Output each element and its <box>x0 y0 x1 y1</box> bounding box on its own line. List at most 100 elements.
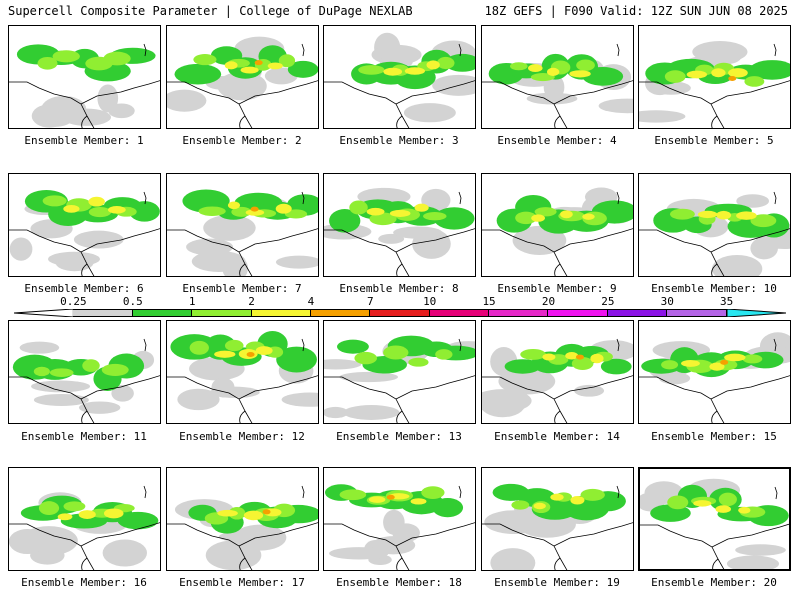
ensemble-member-map[interactable] <box>166 173 319 277</box>
scp-contour-yellow <box>736 211 757 220</box>
scp-contour-light <box>526 92 578 105</box>
ensemble-member-label: Ensemble Member: 2 <box>182 134 302 147</box>
scp-contour-light <box>735 544 786 556</box>
scp-contour-yellow <box>243 510 264 521</box>
scp-contour-lightgreen <box>421 486 445 499</box>
state-boundary-lines <box>639 228 790 276</box>
scp-contour-light <box>371 536 416 555</box>
scp-contour-lightgreen <box>42 195 67 207</box>
ensemble-member-map[interactable] <box>481 173 634 277</box>
ensemble-member-map[interactable] <box>323 320 476 424</box>
scp-contour-green <box>444 53 475 72</box>
scp-contour-yellow <box>724 353 746 362</box>
ensemble-member-map[interactable] <box>8 467 161 571</box>
scp-contour-yellow <box>546 67 560 76</box>
scp-contour-lightgreen <box>38 501 60 515</box>
scp-contour-lightgreen <box>354 351 377 365</box>
scp-contour-light <box>482 389 532 413</box>
scp-contour-light <box>658 372 691 385</box>
state-boundary-lines <box>324 522 475 570</box>
scp-contour-orange <box>262 509 271 515</box>
ensemble-member-map[interactable] <box>166 320 319 424</box>
coastline <box>711 410 718 423</box>
scp-contour-yellow <box>88 196 105 207</box>
state-boundary-lines <box>167 522 318 570</box>
ensemble-member-map[interactable] <box>323 467 476 571</box>
ensemble-member-map[interactable] <box>638 25 791 129</box>
lake-outline <box>774 486 778 500</box>
scp-contour-lightgreen <box>423 212 447 221</box>
lake-outline <box>616 191 620 205</box>
scp-contour-lightgreen <box>49 368 74 377</box>
colorbar-segment <box>429 309 490 317</box>
colorbar-tick-label: 7 <box>366 295 374 308</box>
scp-contour-yellow <box>569 70 591 78</box>
ensemble-member-map[interactable] <box>638 320 791 424</box>
ensemble-member-label: Ensemble Member: 9 <box>497 282 617 295</box>
ensemble-member-label: Ensemble Member: 17 <box>179 576 305 589</box>
state-boundary-lines <box>9 522 160 570</box>
scp-contour-light <box>218 531 258 542</box>
scp-contour-yellow <box>711 68 726 78</box>
run-valid-time: 18Z GEFS | F090 Valid: 12Z SUN JUN 08 20… <box>484 4 788 18</box>
map-canvas <box>482 483 633 570</box>
colorbar-tick-label: 20 <box>541 295 556 308</box>
scp-contour-lightgreen <box>530 73 555 82</box>
scp-contour-light <box>167 89 207 112</box>
coastline <box>554 263 561 276</box>
scp-contour-lightgreen <box>511 500 530 510</box>
scp-contour-orange <box>250 206 259 212</box>
scp-contour-yellow <box>57 513 73 521</box>
scp-contour-lightgreen <box>101 363 129 376</box>
ensemble-member-label: Ensemble Member: 6 <box>24 282 144 295</box>
ensemble-member-map[interactable] <box>481 25 634 129</box>
ensemble-member-map[interactable] <box>638 173 791 277</box>
map-canvas <box>167 485 318 570</box>
coastline <box>554 115 561 128</box>
ensemble-member-map[interactable] <box>323 173 476 277</box>
scp-contour-yellow <box>107 205 126 214</box>
ensemble-member-label: Ensemble Member: 20 <box>651 576 777 589</box>
scp-contour-lightgreen <box>576 59 595 71</box>
ensemble-member-label: Ensemble Member: 13 <box>336 430 462 443</box>
scp-contour-yellow <box>738 506 751 514</box>
scp-contour-green <box>582 66 624 86</box>
lake-outline <box>143 191 147 205</box>
map-canvas <box>639 332 790 423</box>
scp-contour-lightgreen <box>664 70 686 83</box>
scp-contour-light <box>102 539 147 567</box>
product-title: Supercell Composite Parameter | College … <box>8 4 413 18</box>
scp-contour-light <box>324 406 349 419</box>
colorbar-tick-label: 0.25 <box>60 295 87 308</box>
scp-contour-yellow <box>63 205 80 213</box>
ensemble-member-map[interactable] <box>481 320 634 424</box>
scp-contour-lightgreen <box>520 349 547 360</box>
state-boundary-lines <box>9 228 160 276</box>
scp-contour-light <box>73 230 124 249</box>
scp-contour-light <box>203 214 256 241</box>
scp-contour-lightgreen <box>339 489 367 501</box>
scp-contour-yellow <box>389 209 411 217</box>
lake-outline <box>616 485 620 499</box>
ensemble-member-map[interactable] <box>166 467 319 571</box>
scp-contour-yellow <box>542 353 556 361</box>
ensemble-member-map[interactable] <box>323 25 476 129</box>
scp-contour-lightgreen <box>278 54 296 68</box>
scp-contour-yellow <box>533 502 546 510</box>
scp-contour-orange <box>254 60 263 66</box>
ensemble-member-map[interactable] <box>8 173 161 277</box>
colorbar-segment <box>667 309 727 317</box>
ensemble-member-map[interactable] <box>8 320 161 424</box>
scp-contour-light <box>48 251 100 267</box>
scp-contour-light <box>111 385 134 402</box>
state-boundary-lines <box>324 228 475 276</box>
scp-contour-green <box>337 339 369 354</box>
scp-contour-lightgreen <box>224 339 244 352</box>
ensemble-member-map[interactable] <box>481 467 634 571</box>
ensemble-member-map[interactable] <box>166 25 319 129</box>
scp-contour-light <box>177 388 220 411</box>
scp-contour-lightgreen <box>408 357 429 367</box>
ensemble-member-map[interactable] <box>8 25 161 129</box>
scp-contour-light <box>324 359 362 370</box>
ensemble-member-map[interactable] <box>638 467 791 571</box>
